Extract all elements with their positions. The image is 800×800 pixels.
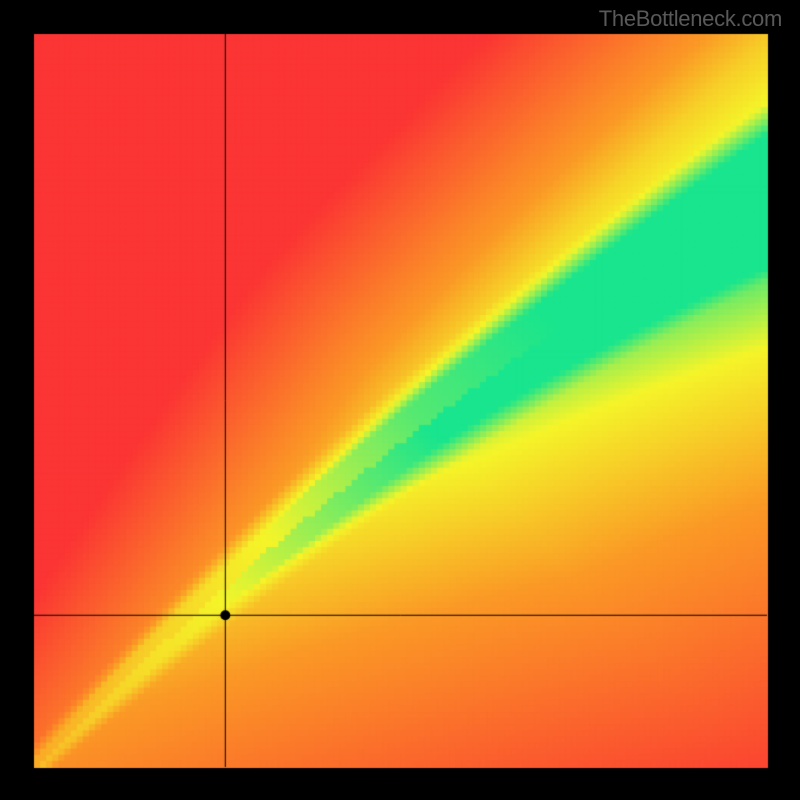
watermark-label: TheBottleneck.com <box>599 6 782 32</box>
chart-container: TheBottleneck.com <box>0 0 800 800</box>
bottleneck-heatmap <box>0 0 800 800</box>
